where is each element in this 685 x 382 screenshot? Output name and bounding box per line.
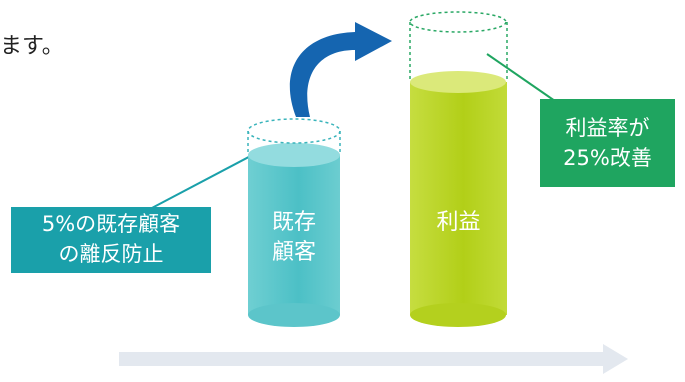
retention-leader-line [149,149,263,210]
profit-rate-callout-line1: 利益率が [565,116,650,140]
profit-rate-callout-line2: 25%改善 [563,146,652,170]
intro-text-fragment: ます。 [0,34,64,59]
profit-rate-callout: 利益率が 25%改善 [540,99,675,187]
retention-callout-line2: の離反防止 [58,242,164,266]
curved-arrow-icon [289,22,392,117]
retention-callout-line1: 5%の既存顧客 [41,212,181,236]
existing-customers-label-line2: 顧客 [271,240,316,265]
profit-rate-leader-line [486,53,556,102]
existing-customers-column [247,118,341,327]
existing-customers-label-line1: 既存 [271,210,316,235]
profit-label: 利益 [436,210,481,235]
timeline-arrow [119,344,628,374]
retention-callout: 5%の既存顧客 の離反防止 [11,207,211,273]
profit-column [409,11,508,327]
existing-customers-label: 既存 顧客 [248,208,340,268]
